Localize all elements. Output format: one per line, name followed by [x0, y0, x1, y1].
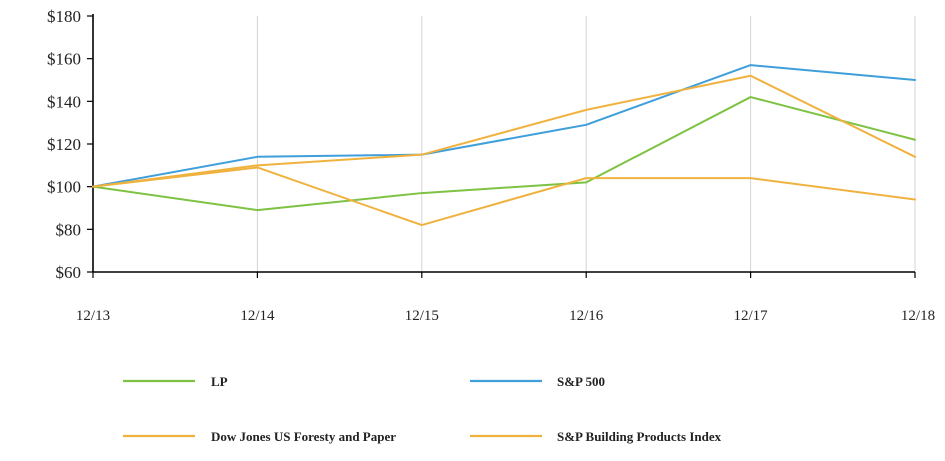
x-tick-label: 12/15: [405, 308, 439, 324]
y-tick-labels: $60 $80 $100 $120 $140 $160 $180: [47, 7, 81, 282]
legend-label: S&P Building Products Index: [557, 429, 722, 444]
legend-label: LP: [211, 374, 228, 389]
series-line-4: [92, 166, 916, 227]
x-tick-label: 12/14: [240, 308, 275, 324]
axes: [87, 14, 916, 278]
x-tick-label: 12/13: [76, 308, 110, 324]
grid-lines: [256, 16, 916, 272]
x-tick-label: 12/17: [734, 308, 769, 324]
legend-label: S&P 500: [557, 374, 605, 389]
y-tick-label: $160: [47, 50, 81, 69]
legend-label: Dow Jones US Foresty and Paper: [211, 429, 396, 444]
y-tick-label: $60: [56, 263, 82, 282]
legend: LP S&P 500 Dow Jones US Foresty and Paper S…: [123, 374, 722, 444]
y-tick-label: $180: [47, 7, 81, 26]
y-tick-label: $140: [47, 92, 81, 111]
x-tick-label: 12/16: [569, 308, 604, 324]
y-tick-label: $80: [56, 220, 82, 239]
series-line-2: [92, 64, 916, 188]
x-tick-labels: 12/13 12/14 12/15 12/16 12/17 12/18: [76, 308, 935, 324]
x-tick-label: 12/18: [901, 308, 935, 324]
series-line-1: [92, 96, 916, 212]
y-tick-label: $120: [47, 135, 81, 154]
series-lines: [92, 64, 916, 227]
y-tick-label: $100: [47, 178, 81, 197]
series-line-3: [92, 74, 916, 188]
